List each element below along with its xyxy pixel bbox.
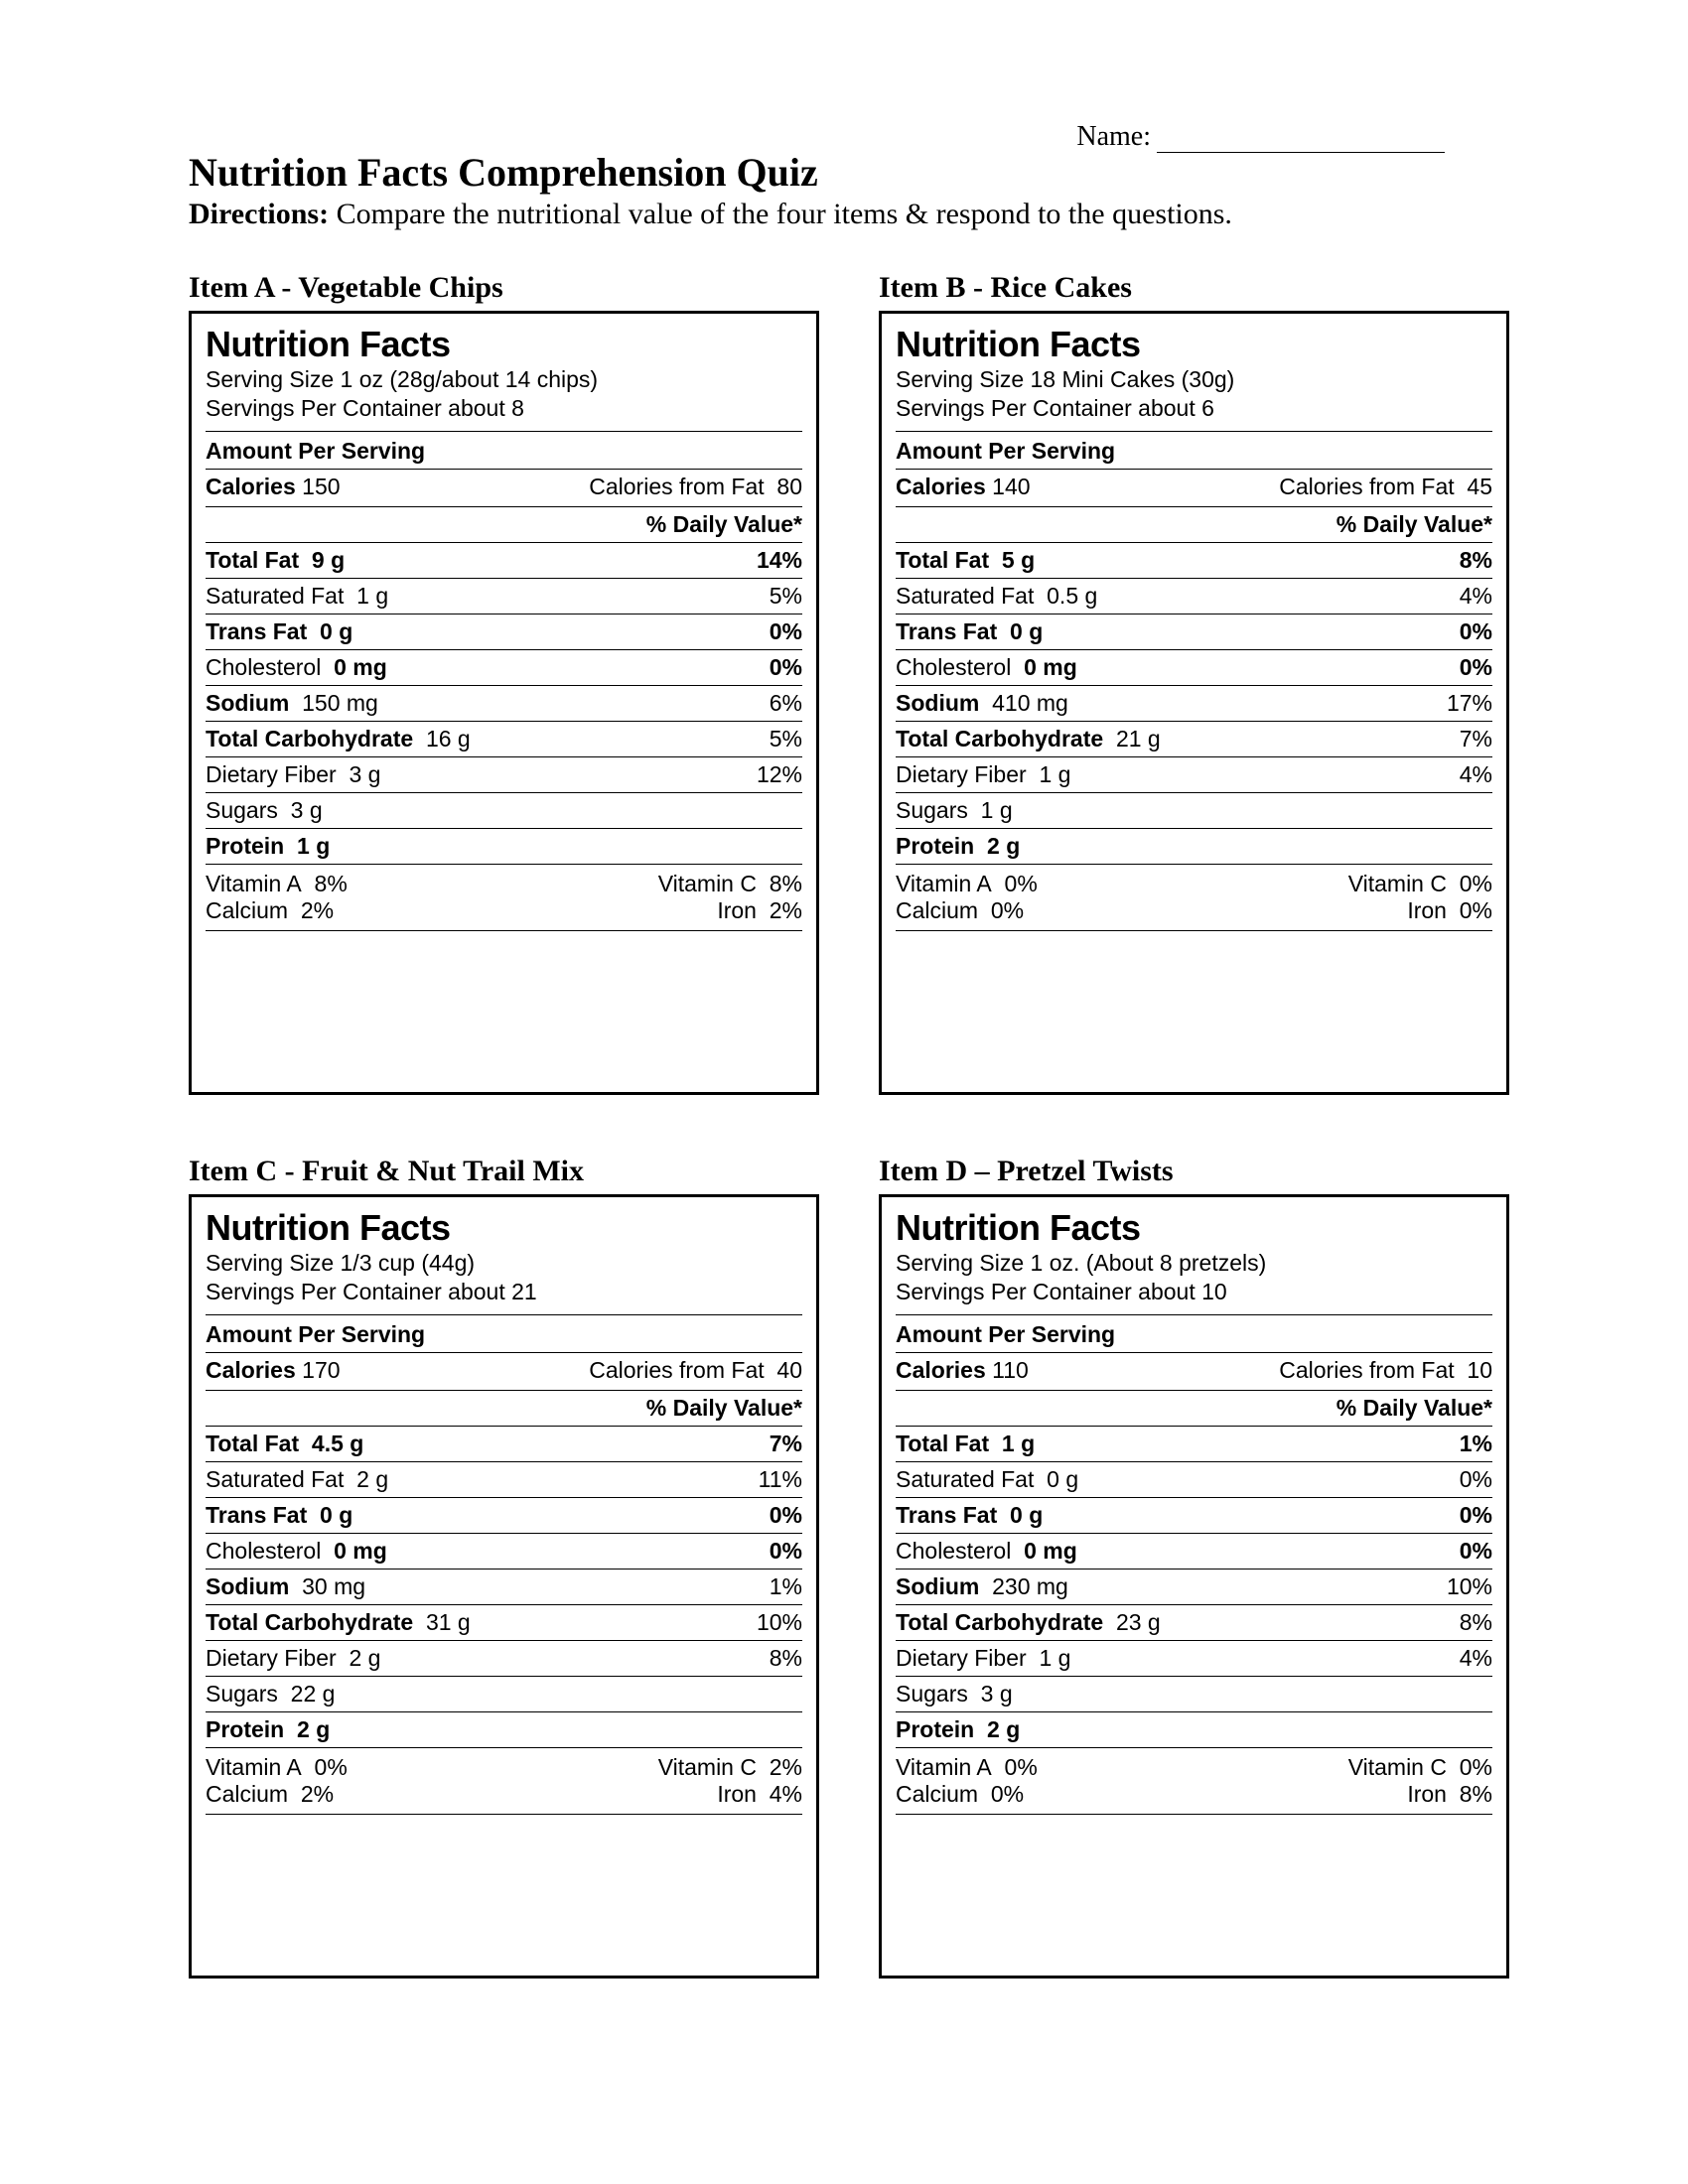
amount-per-serving: Amount Per Serving bbox=[206, 436, 802, 469]
item-c: Item C - Fruit & Nut Trail Mix Nutrition… bbox=[189, 1155, 819, 1979]
item-a-label: Nutrition Facts Serving Size 1 oz (28g/a… bbox=[189, 311, 819, 1095]
page-title: Nutrition Facts Comprehension Quiz bbox=[189, 149, 1509, 196]
trans-fat-row: Trans Fat 0 g0% bbox=[206, 614, 802, 649]
protein-row: Protein 1 g bbox=[206, 828, 802, 864]
name-blank-line[interactable] bbox=[1157, 152, 1445, 153]
item-c-label: Nutrition Facts Serving Size 1/3 cup (44… bbox=[189, 1194, 819, 1979]
vitamins: Vitamin A 8%Vitamin C 8% Calcium 2%Iron … bbox=[206, 864, 802, 924]
item-c-title: Item C - Fruit & Nut Trail Mix bbox=[189, 1155, 819, 1188]
directions-text: Compare the nutritional value of the fou… bbox=[329, 198, 1232, 230]
sugars-row: Sugars 3 g bbox=[206, 792, 802, 828]
total-fat-row: Total Fat 9 g14% bbox=[206, 542, 802, 578]
item-b: Item B - Rice Cakes Nutrition Facts Serv… bbox=[879, 271, 1509, 1095]
item-d: Item D – Pretzel Twists Nutrition Facts … bbox=[879, 1155, 1509, 1979]
fiber-row: Dietary Fiber 3 g12% bbox=[206, 756, 802, 792]
sat-fat-row: Saturated Fat 1 g5% bbox=[206, 578, 802, 614]
worksheet-page: Name: Nutrition Facts Comprehension Quiz… bbox=[0, 0, 1688, 2184]
carb-row: Total Carbohydrate 16 g5% bbox=[206, 721, 802, 756]
nf-heading: Nutrition Facts bbox=[206, 324, 802, 365]
item-d-title: Item D – Pretzel Twists bbox=[879, 1155, 1509, 1188]
item-a: Item A - Vegetable Chips Nutrition Facts… bbox=[189, 271, 819, 1095]
name-label: Name: bbox=[1076, 121, 1151, 152]
directions: Directions: Compare the nutritional valu… bbox=[189, 198, 1509, 231]
item-b-label: Nutrition Facts Serving Size 18 Mini Cak… bbox=[879, 311, 1509, 1095]
dv-header: % Daily Value* bbox=[206, 506, 802, 542]
cholesterol-row: Cholesterol 0 mg0% bbox=[206, 649, 802, 685]
item-d-label: Nutrition Facts Serving Size 1 oz. (Abou… bbox=[879, 1194, 1509, 1979]
labels-grid: Item A - Vegetable Chips Nutrition Facts… bbox=[189, 271, 1509, 1979]
sodium-row: Sodium 150 mg6% bbox=[206, 685, 802, 721]
directions-label: Directions: bbox=[189, 198, 329, 230]
item-a-title: Item A - Vegetable Chips bbox=[189, 271, 819, 305]
calories-row: Calories 150 Calories from Fat 80 bbox=[206, 469, 802, 506]
item-b-title: Item B - Rice Cakes bbox=[879, 271, 1509, 305]
servings-per: Servings Per Container about 8 bbox=[206, 394, 802, 423]
serving-size: Serving Size 1 oz (28g/about 14 chips) bbox=[206, 365, 802, 394]
name-field: Name: bbox=[1076, 121, 1445, 153]
